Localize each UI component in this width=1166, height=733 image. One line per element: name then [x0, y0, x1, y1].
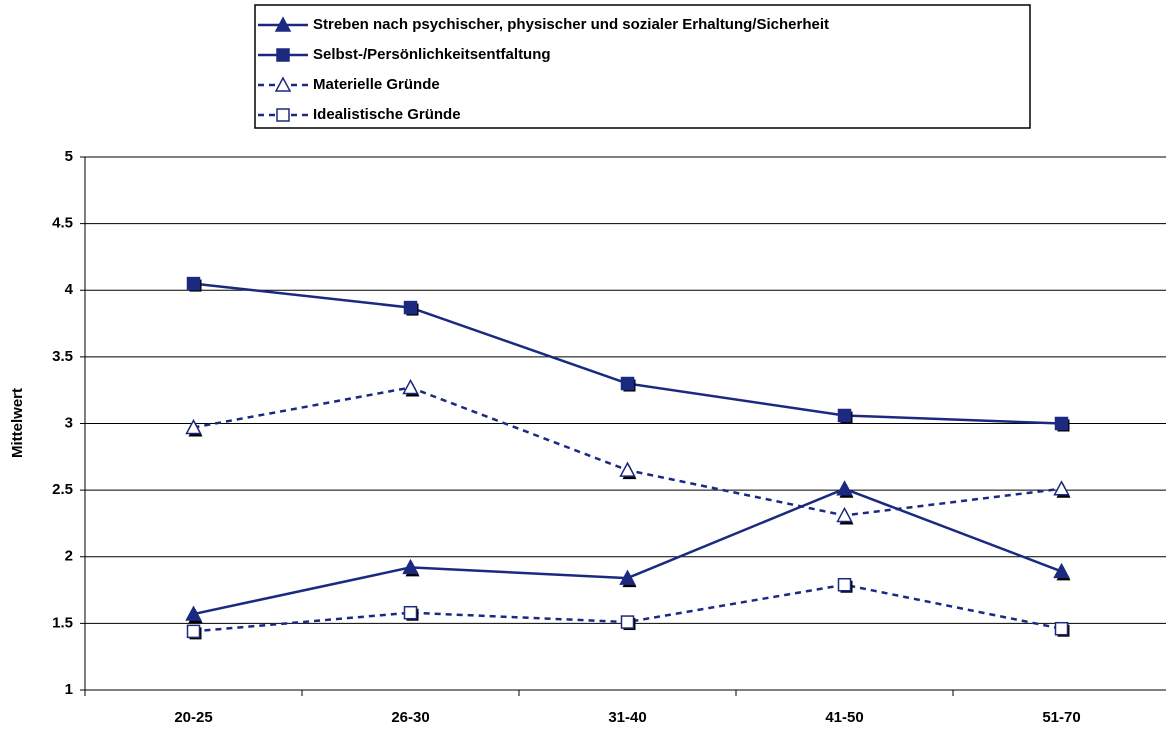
y-tick-label: 1.5 — [52, 614, 73, 631]
marker — [837, 577, 852, 592]
y-axis-title: Mittelwert — [9, 388, 26, 458]
x-tick-label: 31-40 — [608, 709, 646, 726]
legend-marker — [274, 16, 292, 32]
legend-label: Idealistische Gründe — [313, 106, 461, 123]
marker — [185, 605, 202, 621]
marker — [1053, 562, 1070, 579]
marker — [1053, 480, 1070, 496]
y-tick-label: 3 — [65, 414, 73, 431]
marker — [185, 418, 202, 435]
marker — [619, 569, 636, 585]
marker — [1054, 416, 1069, 431]
y-tick-label: 4 — [65, 281, 74, 298]
line — [193, 583, 1062, 633]
x-tick-label: 41-50 — [825, 709, 863, 726]
y-tick-label: 4.5 — [52, 215, 73, 232]
marker — [402, 558, 419, 575]
marker — [186, 276, 201, 291]
marker — [619, 461, 636, 477]
legend-label: Materielle Gründe — [313, 76, 440, 93]
marker — [186, 624, 201, 639]
legend-marker — [274, 76, 292, 92]
legend-marker — [276, 48, 290, 62]
legend-label: Streben nach psychischer, physischer und… — [313, 16, 829, 33]
x-tick-label: 51-70 — [1042, 709, 1080, 726]
legend-marker — [276, 108, 290, 122]
y-tick-label: 5 — [65, 148, 73, 165]
y-tick-label: 1 — [65, 681, 73, 698]
marker — [403, 300, 418, 315]
legend-label: Selbst-/Persönlichkeitsentfaltung — [313, 46, 551, 63]
legend-box — [254, 4, 1031, 129]
x-tick-label: 26-30 — [391, 709, 429, 726]
x-tick-label: 20-25 — [174, 709, 212, 726]
marker — [1054, 621, 1069, 636]
marker — [837, 408, 852, 423]
marker — [620, 376, 635, 391]
marker — [836, 480, 853, 496]
line — [193, 487, 1062, 616]
marker — [402, 378, 419, 395]
line — [193, 386, 1062, 517]
y-tick-label: 2 — [65, 548, 73, 565]
marker — [403, 605, 418, 620]
marker — [836, 506, 853, 523]
y-tick-label: 3.5 — [52, 348, 73, 365]
marker — [620, 615, 635, 629]
y-tick-label: 2.5 — [52, 481, 73, 498]
